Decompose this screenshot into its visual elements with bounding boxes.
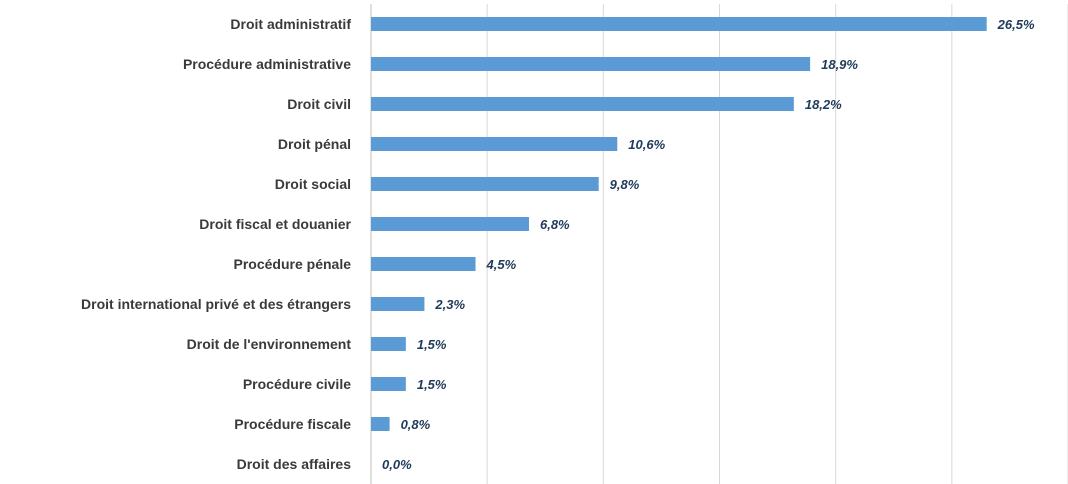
category-label: Procédure administrative — [183, 56, 351, 72]
category-label: Droit de l'environnement — [187, 336, 352, 352]
value-label: 1,5% — [417, 337, 447, 352]
category-label: Procédure pénale — [234, 256, 352, 272]
category-label: Droit pénal — [278, 136, 351, 152]
value-label: 10,6% — [628, 137, 665, 152]
bar — [371, 217, 529, 231]
value-label: 26,5% — [997, 17, 1035, 32]
value-label: 6,8% — [540, 217, 570, 232]
category-label: Procédure fiscale — [234, 416, 351, 432]
bar — [371, 417, 390, 431]
value-label: 1,5% — [417, 377, 447, 392]
category-label: Droit social — [275, 176, 351, 192]
bars — [371, 17, 987, 431]
category-label: Droit des affaires — [237, 456, 352, 472]
category-label: Droit international privé et des étrange… — [81, 296, 351, 312]
category-label: Droit fiscal et douanier — [199, 216, 351, 232]
value-label: 4,5% — [486, 257, 517, 272]
bar — [371, 337, 406, 351]
value-label: 18,9% — [821, 57, 858, 72]
category-label: Droit civil — [287, 96, 351, 112]
bar — [371, 297, 425, 311]
value-label: 2,3% — [434, 297, 465, 312]
bar — [371, 137, 618, 151]
category-label: Droit administratif — [230, 16, 351, 32]
bar — [371, 177, 599, 191]
category-label: Procédure civile — [243, 376, 351, 392]
value-label: 0,8% — [401, 417, 431, 432]
bar — [371, 377, 406, 391]
value-labels: 26,5% 18,9% 18,2% 10,6% 9,8% 6,8% 4,5% 2,3% 1,5%… — [382, 17, 1035, 472]
category-labels: Droit administratif Procédure administrat… — [81, 16, 352, 472]
value-label: 9,8% — [610, 177, 640, 192]
gridlines — [370, 4, 1068, 484]
value-label: 0,0% — [382, 457, 412, 472]
bar — [371, 97, 794, 111]
value-label: 18,2% — [805, 97, 842, 112]
bar — [371, 257, 476, 271]
bar — [371, 17, 987, 31]
bar — [371, 57, 811, 71]
